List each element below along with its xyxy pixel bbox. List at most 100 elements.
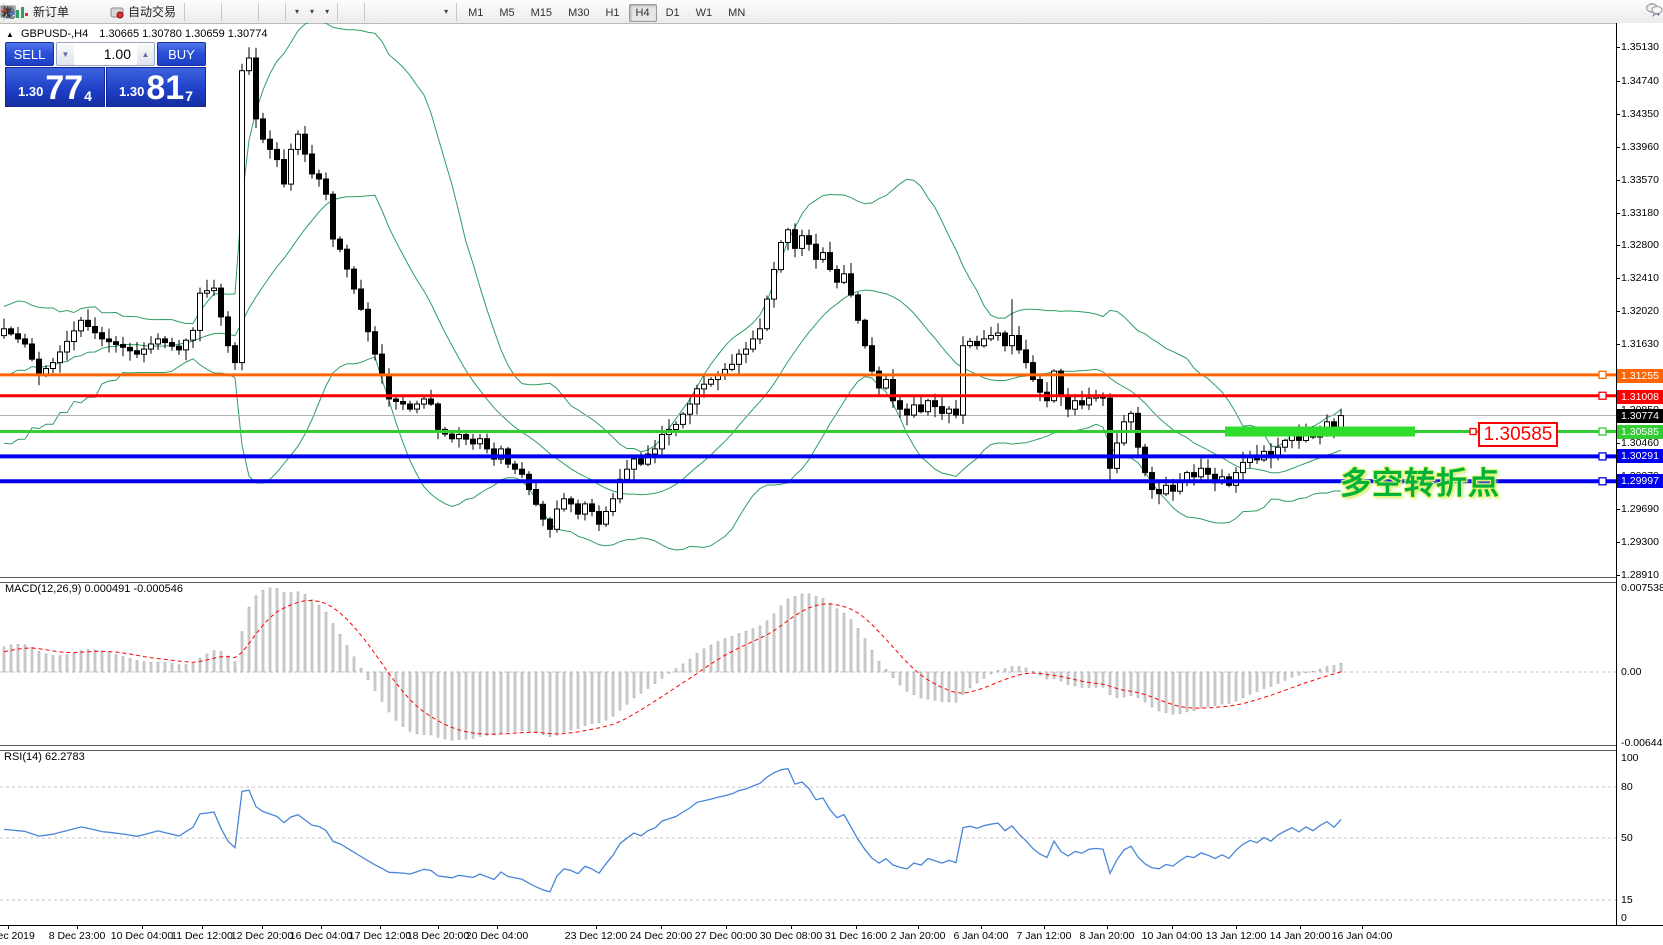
rsi-label: RSI(14) 62.2783 bbox=[4, 751, 85, 763]
support-highlight-rect[interactable] bbox=[1225, 426, 1415, 437]
tile-windows-icon[interactable] bbox=[2, 5, 255, 18]
time-label: 10 Jan 04:00 bbox=[1141, 930, 1203, 942]
price-tick-label: 1.29300 bbox=[1616, 536, 1659, 548]
trendline-tool-icon[interactable] bbox=[2, 6, 398, 17]
text-label-tool-icon[interactable]: T bbox=[1, 6, 438, 17]
indicators-caret-icon: ▾ bbox=[295, 7, 300, 16]
market-watch-icon[interactable] bbox=[1, 7, 84, 18]
fibonacci-tool-icon[interactable]: F bbox=[2, 7, 418, 20]
bar-chart-icon[interactable] bbox=[2, 6, 198, 18]
time-tick bbox=[77, 926, 78, 929]
ohlc-values: 1.30665 1.30780 1.30659 1.30774 bbox=[99, 28, 268, 40]
macd-panel-splitter[interactable] bbox=[0, 577, 1663, 583]
vertical-line-tool-icon[interactable] bbox=[7, 5, 378, 18]
buy-price-pips: 81 bbox=[146, 69, 185, 107]
svg-text:E: E bbox=[10, 15, 14, 20]
main-chart-canvas[interactable] bbox=[0, 23, 1616, 580]
templates-button[interactable]: ▾ bbox=[0, 4, 334, 19]
zoom-out-icon[interactable] bbox=[2, 5, 245, 19]
time-label: 13 Jan 12:00 bbox=[1205, 930, 1267, 942]
toolbar: 新订单 自动交易 bbox=[0, 0, 1663, 24]
cursor-tool-icon[interactable] bbox=[4, 5, 351, 18]
macd-canvas[interactable] bbox=[0, 580, 1616, 747]
pivot-note-text[interactable]: 多空转折点 bbox=[1340, 466, 1500, 501]
price-tick-label: 1.32800 bbox=[1616, 239, 1659, 251]
terminal-icon[interactable] bbox=[1, 6, 94, 17]
buy-price-button[interactable]: 1.30 81 7 bbox=[106, 67, 206, 107]
rsi-panel-splitter[interactable] bbox=[0, 745, 1663, 751]
arrows-tool-button[interactable]: ▾ bbox=[1, 4, 453, 19]
timeframe-w1-button[interactable]: W1 bbox=[695, 6, 713, 19]
time-label: 16 Jan 04:00 bbox=[1331, 930, 1393, 942]
rsi-canvas[interactable] bbox=[0, 748, 1616, 925]
candlestick-chart-icon[interactable] bbox=[2, 5, 208, 18]
time-tick bbox=[1044, 926, 1045, 929]
price-tick-label: 1.29690 bbox=[1616, 503, 1659, 515]
zoom-in-icon[interactable] bbox=[2, 5, 235, 19]
text-tool-icon[interactable]: A bbox=[4, 5, 428, 19]
timeframe-group: M1 M5 M15 M30 H1 H4 D1 W1 MN bbox=[460, 3, 753, 22]
line-chart-icon[interactable] bbox=[1, 7, 218, 16]
price-tick-label: 1.33570 bbox=[1616, 174, 1659, 186]
buy-price-prefix: 1.30 bbox=[119, 84, 145, 99]
sell-button[interactable]: SELL bbox=[5, 42, 54, 66]
volume-input[interactable]: 1.00 bbox=[103, 46, 131, 62]
chart-title: ▲ GBPUSD-,H4 1.30665 1.30780 1.30659 1.3… bbox=[6, 28, 268, 40]
timeframe-h4-button[interactable]: H4 bbox=[628, 3, 657, 22]
horizontal-line-tool-icon[interactable] bbox=[2, 9, 388, 15]
time-tick bbox=[1300, 926, 1301, 929]
channel-tool-icon[interactable]: E bbox=[1, 6, 408, 20]
sell-price-point: 4 bbox=[84, 88, 92, 104]
volume-increase-button[interactable]: ▲ bbox=[137, 43, 154, 65]
collapse-arrow-icon[interactable]: ▲ bbox=[6, 30, 14, 39]
timeframe-m30-button[interactable]: M30 bbox=[568, 6, 590, 19]
price-axis[interactable]: 1.35130 1.34740 1.34350 1.33960 1.33570 1.331… bbox=[1616, 23, 1663, 925]
time-tick bbox=[202, 926, 203, 929]
time-label: 2 Jan 20:00 bbox=[890, 930, 946, 942]
indicators-add-button[interactable]: ▾ bbox=[0, 4, 304, 19]
buy-button[interactable]: BUY bbox=[157, 42, 206, 66]
auto-trading-icon bbox=[109, 4, 125, 20]
time-label: 18 Dec 20:00 bbox=[406, 930, 470, 942]
chart-shift-icon[interactable] bbox=[1, 4, 282, 18]
timeframe-m1-button[interactable]: M1 bbox=[468, 6, 484, 19]
periods-button[interactable]: ▾ bbox=[1, 4, 319, 19]
pivot-price-label[interactable]: 1.30585 bbox=[1478, 422, 1558, 447]
svg-text:A: A bbox=[4, 5, 12, 19]
timeframe-mn-button[interactable]: MN bbox=[728, 6, 746, 19]
time-tick bbox=[142, 926, 143, 929]
new-order-button[interactable]: 新订单 bbox=[9, 0, 74, 23]
time-tick bbox=[380, 926, 381, 929]
time-tick bbox=[981, 926, 982, 929]
price-badge-1.30774: 1.30774 bbox=[1617, 409, 1663, 423]
time-label: 7 Jan 12:00 bbox=[1016, 930, 1072, 942]
price-badge-1.30291: 1.30291 bbox=[1617, 449, 1663, 463]
time-tick bbox=[1172, 926, 1173, 929]
price-tick-label: 1.30460 bbox=[1616, 437, 1659, 449]
sell-price-pips: 77 bbox=[45, 69, 84, 107]
new-order-icon bbox=[14, 4, 30, 20]
crosshair-tool-icon[interactable] bbox=[2, 5, 361, 18]
timeframe-m5-button[interactable]: M5 bbox=[499, 6, 515, 19]
timeframe-m15-button[interactable]: M15 bbox=[530, 6, 553, 19]
volume-decrease-button[interactable]: ▼ bbox=[57, 43, 74, 65]
time-label: 14 Jan 20:00 bbox=[1269, 930, 1331, 942]
time-tick bbox=[497, 926, 498, 929]
price-badge-1.30585: 1.30585 bbox=[1617, 425, 1663, 439]
time-tick bbox=[661, 926, 662, 929]
one-click-trading-panel: SELL ▼ 1.00 ▲ BUY 1.30 77 4 1.30 81 7 bbox=[5, 42, 206, 108]
macd-label: MACD(12,26,9) 0.000491 -0.000546 bbox=[5, 583, 183, 595]
price-tick-label: 1.35130 bbox=[1616, 41, 1659, 53]
timeframe-d1-button[interactable]: D1 bbox=[665, 6, 680, 19]
price-tick-label: 1.34350 bbox=[1616, 108, 1659, 120]
auto-scroll-icon[interactable] bbox=[2, 5, 272, 17]
timeframe-h1-button[interactable]: H1 bbox=[605, 6, 620, 19]
price-badge-1.29997: 1.29997 bbox=[1617, 474, 1663, 488]
indicator-scale-label: 100 bbox=[1621, 752, 1639, 764]
auto-trading-button[interactable]: 自动交易 bbox=[104, 0, 181, 23]
price-badge-1.31008: 1.31008 bbox=[1617, 390, 1663, 404]
signal-icon[interactable] bbox=[1, 6, 104, 17]
sell-price-button[interactable]: 1.30 77 4 bbox=[5, 67, 105, 107]
